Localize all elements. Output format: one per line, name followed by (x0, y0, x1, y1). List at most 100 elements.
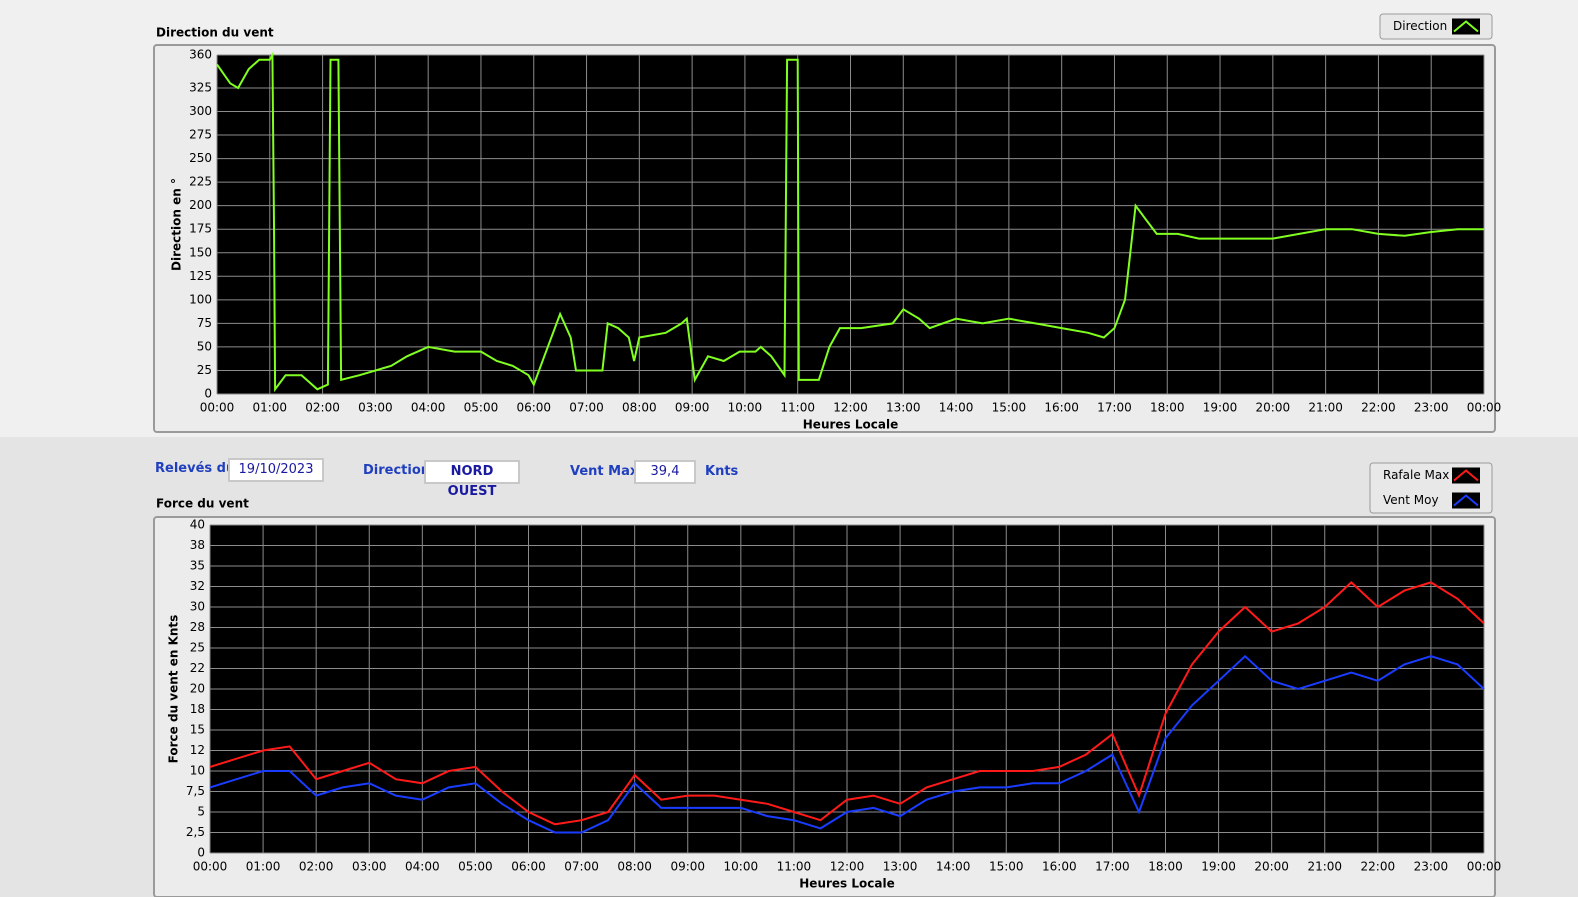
x-tick-label: 16:00 (1042, 860, 1077, 874)
x-tick-label: 08:00 (617, 860, 652, 874)
y-tick-label: 20 (190, 682, 205, 696)
y-axis-label: Direction en ° (170, 178, 184, 271)
y-tick-label: 35 (190, 559, 205, 573)
x-tick-label: 22:00 (1361, 401, 1396, 415)
x-tick-label: 03:00 (358, 401, 393, 415)
y-tick-label: 50 (197, 339, 212, 353)
legend-label: Vent Moy (1383, 493, 1439, 507)
x-tick-label: 06:00 (516, 401, 551, 415)
x-tick-label: 16:00 (1044, 401, 1079, 415)
x-tick-label: 21:00 (1308, 401, 1343, 415)
data-line (217, 55, 1484, 389)
y-tick-label: 25 (190, 641, 205, 655)
direction-field[interactable]: NORD OUEST (424, 460, 520, 499)
x-tick-label: 23:00 (1414, 401, 1449, 415)
y-tick-label: 22 (190, 661, 205, 675)
y-tick-label: 10 (190, 764, 205, 778)
x-tick-label: 04:00 (405, 860, 440, 874)
y-tick-label: 0 (204, 387, 212, 401)
x-tick-label: 15:00 (992, 401, 1027, 415)
x-tick-label: 00:00 (200, 401, 235, 415)
legend-label: Rafale Max (1383, 468, 1449, 482)
y-tick-label: 12 (190, 743, 205, 757)
x-tick-label: 06:00 (511, 860, 546, 874)
field-label: Vent Max (570, 464, 639, 479)
y-tick-label: 75 (197, 316, 212, 330)
legend-swatch-bg (1452, 492, 1480, 509)
legend-swatch (1453, 469, 1479, 482)
y-tick-label: 25 (197, 363, 212, 377)
x-tick-label: 12:00 (830, 860, 865, 874)
unit-label: Knts (705, 464, 739, 479)
y-tick-label: 7,5 (186, 784, 205, 798)
y-tick-label: 5 (197, 805, 205, 819)
legend-swatch (1453, 20, 1479, 33)
legend-label: Direction (1393, 19, 1447, 33)
date-field[interactable]: 19/10/2023 (228, 458, 324, 482)
x-tick-label: 18:00 (1150, 401, 1185, 415)
y-tick-label: 30 (190, 600, 205, 614)
x-tick-label: 22:00 (1361, 860, 1396, 874)
x-tick-label: 17:00 (1095, 860, 1130, 874)
y-tick-label: 360 (189, 48, 212, 62)
y-tick-label: 175 (189, 222, 212, 236)
x-tick-label: 20:00 (1254, 860, 1289, 874)
y-tick-label: 225 (189, 175, 212, 189)
x-tick-label: 10:00 (728, 401, 763, 415)
x-tick-label: 09:00 (670, 860, 705, 874)
x-tick-label: 14:00 (939, 401, 974, 415)
y-tick-label: 300 (189, 104, 212, 118)
y-tick-label: 275 (189, 128, 212, 142)
y-tick-label: 325 (189, 80, 212, 94)
data-line (210, 582, 1484, 824)
vent-max-field[interactable]: 39,4 (634, 460, 696, 484)
x-axis-label: Heures Locale (799, 877, 894, 891)
x-tick-label: 13:00 (883, 860, 918, 874)
y-tick-label: 125 (189, 269, 212, 283)
x-tick-label: 19:00 (1201, 860, 1236, 874)
x-tick-label: 19:00 (1203, 401, 1238, 415)
x-tick-label: 00:00 (1467, 401, 1502, 415)
field-label: Relevés du (155, 461, 236, 476)
x-tick-label: 11:00 (780, 401, 815, 415)
x-tick-label: 14:00 (936, 860, 971, 874)
y-tick-label: 18 (190, 702, 205, 716)
x-axis-label: Heures Locale (803, 418, 898, 432)
x-tick-label: 07:00 (569, 401, 604, 415)
y-tick-label: 200 (189, 198, 212, 212)
y-tick-label: 32 (190, 579, 205, 593)
x-tick-label: 20:00 (1256, 401, 1291, 415)
x-tick-label: 01:00 (246, 860, 281, 874)
x-tick-label: 08:00 (622, 401, 657, 415)
x-tick-label: 15:00 (989, 860, 1024, 874)
x-tick-label: 00:00 (193, 860, 228, 874)
x-tick-label: 07:00 (564, 860, 599, 874)
y-tick-label: 100 (189, 292, 212, 306)
y-tick-label: 40 (190, 518, 205, 532)
x-tick-label: 13:00 (886, 401, 921, 415)
y-tick-label: 250 (189, 151, 212, 165)
x-tick-label: 02:00 (305, 401, 340, 415)
chart-title: Force du vent (156, 497, 249, 511)
x-tick-label: 05:00 (464, 401, 499, 415)
y-tick-label: 150 (189, 245, 212, 259)
x-tick-label: 00:00 (1467, 860, 1502, 874)
legend-swatch-bg (1452, 18, 1480, 35)
x-tick-label: 21:00 (1307, 860, 1342, 874)
x-tick-label: 09:00 (675, 401, 710, 415)
x-tick-label: 17:00 (1097, 401, 1132, 415)
x-tick-label: 18:00 (1148, 860, 1183, 874)
x-tick-label: 23:00 (1414, 860, 1449, 874)
x-tick-label: 12:00 (833, 401, 868, 415)
x-tick-label: 03:00 (352, 860, 387, 874)
chart-title: Direction du vent (156, 26, 274, 40)
data-line (210, 656, 1484, 832)
y-tick-label: 38 (190, 538, 205, 552)
y-tick-label: 28 (190, 620, 205, 634)
y-axis-label: Force du vent en Knts (167, 615, 181, 764)
y-tick-label: 2,5 (186, 825, 205, 839)
y-tick-label: 15 (190, 723, 205, 737)
y-tick-label: 0 (197, 846, 205, 860)
